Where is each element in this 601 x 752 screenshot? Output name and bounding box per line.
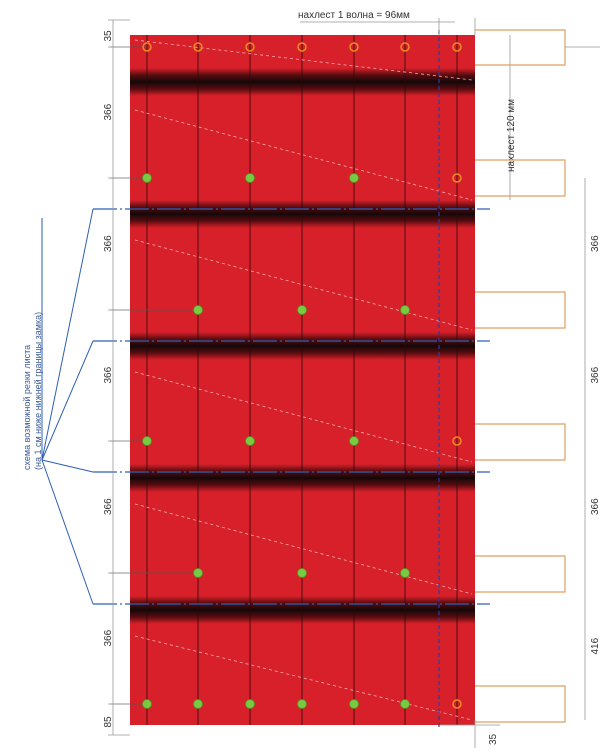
fastener-screw xyxy=(245,173,255,183)
fastener-screw xyxy=(349,699,359,709)
cut-leader xyxy=(41,208,94,461)
reflection-line xyxy=(134,503,473,595)
bracket xyxy=(475,29,566,66)
bracket xyxy=(475,291,566,329)
fastener-screw xyxy=(349,173,359,183)
fastener-screw xyxy=(193,699,203,709)
reflection-line xyxy=(134,39,473,81)
fastener-open xyxy=(245,42,255,52)
reflection-lines xyxy=(134,39,473,721)
fastener-screw xyxy=(193,305,203,315)
fastener-screw xyxy=(400,568,410,578)
bracket xyxy=(475,555,566,593)
reflection-line xyxy=(134,239,473,331)
cut-scheme-note: схема возможной резки листа (на 1 см ниж… xyxy=(22,312,43,470)
overlap-120-dimension: нахлест 120 мм xyxy=(506,35,517,200)
fastener-screw xyxy=(349,436,359,446)
lock-band xyxy=(130,332,475,360)
left-dim-label: 366 xyxy=(103,235,114,252)
cut-leader xyxy=(41,459,94,605)
fastener-screw xyxy=(297,568,307,578)
top-overlap-dimension: нахлест 1 волна = 96мм xyxy=(298,10,476,35)
fastener-open xyxy=(349,42,359,52)
left-dimensions: 35 366 366 366 366 366 85 xyxy=(103,19,130,736)
fastener-open xyxy=(400,42,410,52)
fastener-screw xyxy=(297,699,307,709)
bracket xyxy=(475,685,566,723)
right-dim-label: 366 xyxy=(590,235,601,252)
fastener-open xyxy=(142,42,152,52)
fastener-screw xyxy=(297,305,307,315)
cut-scheme-label-1: схема возможной резки листа xyxy=(22,345,32,470)
overlap-120-label: нахлест 120 мм xyxy=(506,99,517,172)
fastener-screw xyxy=(245,699,255,709)
fastener-screw xyxy=(400,699,410,709)
fastener-open xyxy=(452,173,462,183)
lock-bands xyxy=(130,68,475,624)
cut-leader xyxy=(41,459,94,473)
reflection-line xyxy=(134,109,473,201)
reflection-line xyxy=(134,371,473,463)
fastener-screw xyxy=(193,568,203,578)
fastener-screw xyxy=(142,173,152,183)
fastener-screw xyxy=(400,305,410,315)
cut-scheme-label-2: (на 1 см ниже нижней границы замка) xyxy=(33,312,43,470)
fastener-open xyxy=(452,699,462,709)
bracket xyxy=(475,423,566,461)
bottom-dimension: 35 xyxy=(440,720,500,748)
fastener-screw xyxy=(245,436,255,446)
fastener-open xyxy=(452,436,462,446)
lock-band xyxy=(130,68,475,96)
bottom-dimension-label: 35 xyxy=(488,733,499,745)
reflection-line xyxy=(134,635,473,721)
cut-leader xyxy=(41,340,94,461)
left-dim-label: 366 xyxy=(103,366,114,383)
fasteners xyxy=(110,42,462,709)
fastener-screw xyxy=(142,699,152,709)
lock-band xyxy=(130,200,475,228)
fastener-open xyxy=(452,42,462,52)
sheet-ribs xyxy=(146,35,458,725)
lock-band xyxy=(130,596,475,624)
right-dim-label: 366 xyxy=(590,366,601,383)
fastener-screw xyxy=(142,436,152,446)
fastener-open xyxy=(297,42,307,52)
left-dim-label: 85 xyxy=(103,716,114,728)
lock-band xyxy=(130,464,475,492)
right-dimensions: 366 366 366 416 xyxy=(584,178,601,720)
overlap-wave-label: нахлест 1 волна = 96мм xyxy=(298,10,410,21)
cut-lines xyxy=(41,208,490,605)
fastener-open xyxy=(193,42,203,52)
side-brackets xyxy=(475,29,600,723)
left-dim-label: 366 xyxy=(103,498,114,515)
left-dim-label: 366 xyxy=(103,103,114,120)
left-dim-label: 366 xyxy=(103,629,114,646)
right-dim-label: 366 xyxy=(590,498,601,515)
bracket xyxy=(475,159,566,197)
right-dim-label: 416 xyxy=(590,637,601,654)
left-dim-label: 35 xyxy=(103,30,114,42)
